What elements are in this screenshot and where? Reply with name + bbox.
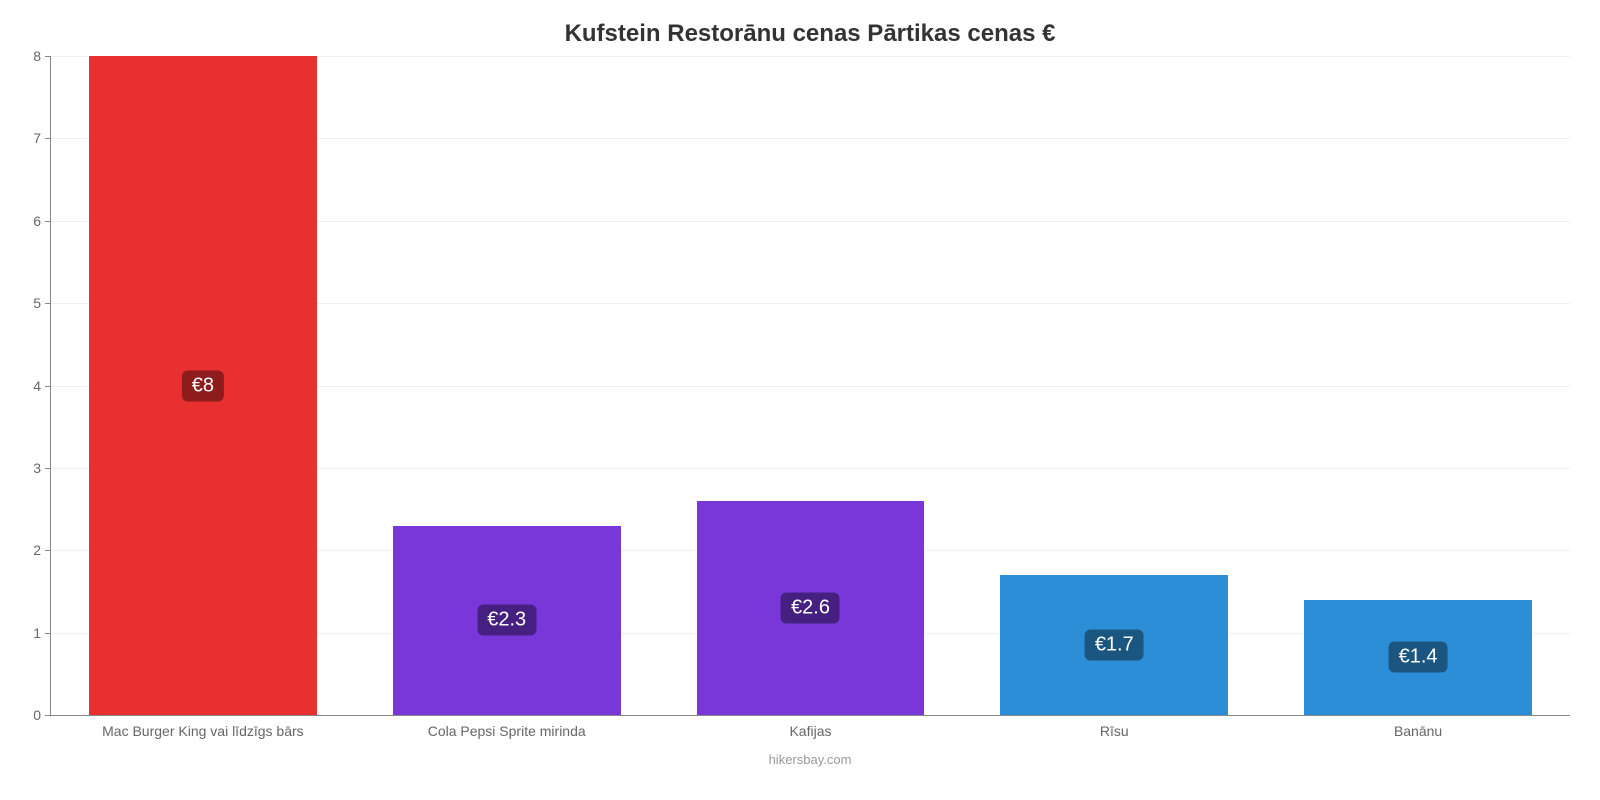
y-tick-label: 3 bbox=[33, 460, 41, 476]
bar-value-label: €2.3 bbox=[477, 605, 536, 636]
bar-value-label: €1.7 bbox=[1085, 629, 1144, 660]
x-axis-labels: Mac Burger King vai līdzīgs bārsCola Pep… bbox=[51, 723, 1570, 739]
y-tick-label: 0 bbox=[33, 707, 41, 723]
bar: €2.6 bbox=[697, 501, 925, 715]
y-tick-label: 1 bbox=[33, 625, 41, 641]
y-tick-label: 8 bbox=[33, 48, 41, 64]
y-tick-label: 4 bbox=[33, 378, 41, 394]
price-bar-chart: Kufstein Restorānu cenas Pārtikas cenas … bbox=[0, 0, 1600, 800]
bar-slot: €1.7 bbox=[962, 56, 1266, 715]
y-tick-label: 2 bbox=[33, 542, 41, 558]
x-tick-label: Kafijas bbox=[659, 723, 963, 739]
bar-slot: €2.6 bbox=[659, 56, 963, 715]
x-tick-label: Cola Pepsi Sprite mirinda bbox=[355, 723, 659, 739]
y-tick-label: 6 bbox=[33, 213, 41, 229]
bar: €1.4 bbox=[1304, 600, 1532, 715]
bars-container: €8 €2.3 €2.6 €1.7 €1.4 bbox=[51, 56, 1570, 715]
y-tick-label: 5 bbox=[33, 295, 41, 311]
bar-slot: €2.3 bbox=[355, 56, 659, 715]
x-tick-label: Mac Burger King vai līdzīgs bārs bbox=[51, 723, 355, 739]
chart-credit: hikersbay.com bbox=[50, 752, 1570, 767]
bar-value-label: €2.6 bbox=[781, 592, 840, 623]
bar-slot: €1.4 bbox=[1266, 56, 1570, 715]
bar: €2.3 bbox=[393, 526, 621, 715]
y-tick-label: 7 bbox=[33, 130, 41, 146]
x-tick-label: Banānu bbox=[1266, 723, 1570, 739]
bar-value-label: €1.4 bbox=[1389, 642, 1448, 673]
chart-title: Kufstein Restorānu cenas Pārtikas cenas … bbox=[50, 20, 1570, 48]
bar-value-label: €8 bbox=[182, 370, 224, 401]
x-tick-label: Rīsu bbox=[962, 723, 1266, 739]
bar: €1.7 bbox=[1000, 575, 1228, 715]
y-tick bbox=[45, 715, 51, 716]
plot-area: €8€2.3€2.6€1.7€1.4 Mac Burger King vai l… bbox=[50, 56, 1570, 716]
bar: €8 bbox=[89, 56, 317, 715]
bar-slot: €8 bbox=[51, 56, 355, 715]
